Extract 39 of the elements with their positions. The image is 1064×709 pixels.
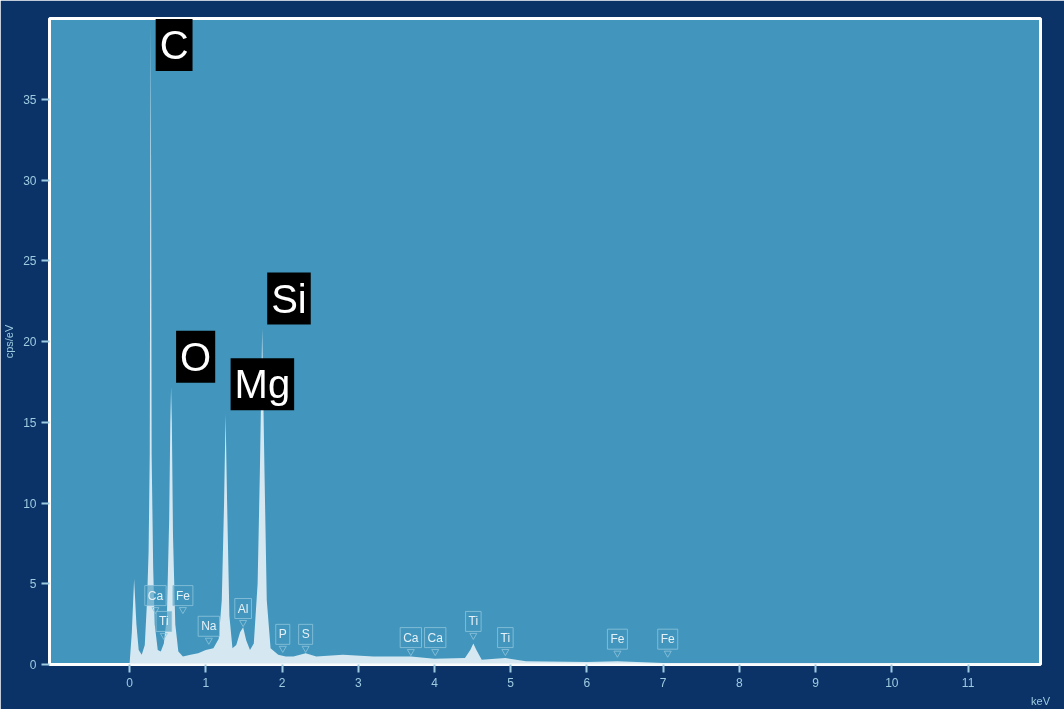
annotation: P xyxy=(278,627,287,642)
x-tick-label: 2 xyxy=(278,675,286,690)
annotation: S xyxy=(301,627,310,642)
annotation: Ca xyxy=(403,630,419,645)
y-tick-label: 35 xyxy=(23,92,37,107)
annotation: Ca xyxy=(147,588,164,603)
x-axis-title: keV xyxy=(1031,694,1051,707)
x-tick-label: 5 xyxy=(507,675,515,690)
annotation: Al xyxy=(237,601,249,616)
x-tick-label: 4 xyxy=(431,675,439,690)
y-tick-label: 20 xyxy=(23,335,37,349)
x-tick-label: 8 xyxy=(736,675,744,690)
annotation: Mg xyxy=(234,362,291,407)
annotation: Ti xyxy=(500,630,511,645)
y-tick-label: 15 xyxy=(23,415,37,430)
x-tick-label: 9 xyxy=(812,675,820,690)
annotation: Ti xyxy=(159,614,169,629)
x-tick-label: 1 xyxy=(202,675,210,690)
y-tick-label: 10 xyxy=(23,496,37,511)
x-tick-label: 10 xyxy=(885,675,899,690)
annotation: Fe xyxy=(175,588,191,603)
annotation: Si xyxy=(271,276,307,321)
annotation: Na xyxy=(201,619,217,634)
annotation: Ca xyxy=(427,630,444,645)
annotation: C xyxy=(159,23,189,68)
y-axis-title: cps/eV xyxy=(3,324,16,359)
y-tick-label: 25 xyxy=(23,254,37,269)
annotation: Fe xyxy=(610,632,625,647)
x-tick-label: 6 xyxy=(583,675,591,690)
y-tick-label: 0 xyxy=(29,658,37,672)
annotation: Fe xyxy=(660,632,676,647)
x-tick-label: 11 xyxy=(961,675,975,690)
x-tick-label: 7 xyxy=(659,675,667,690)
y-tick-label: 5 xyxy=(29,577,37,592)
y-tick-label: 30 xyxy=(23,173,37,188)
annotation: Ti xyxy=(468,614,479,629)
x-tick-label: 3 xyxy=(354,675,362,690)
annotation: O xyxy=(180,334,212,379)
x-tick-label: 0 xyxy=(126,675,134,690)
